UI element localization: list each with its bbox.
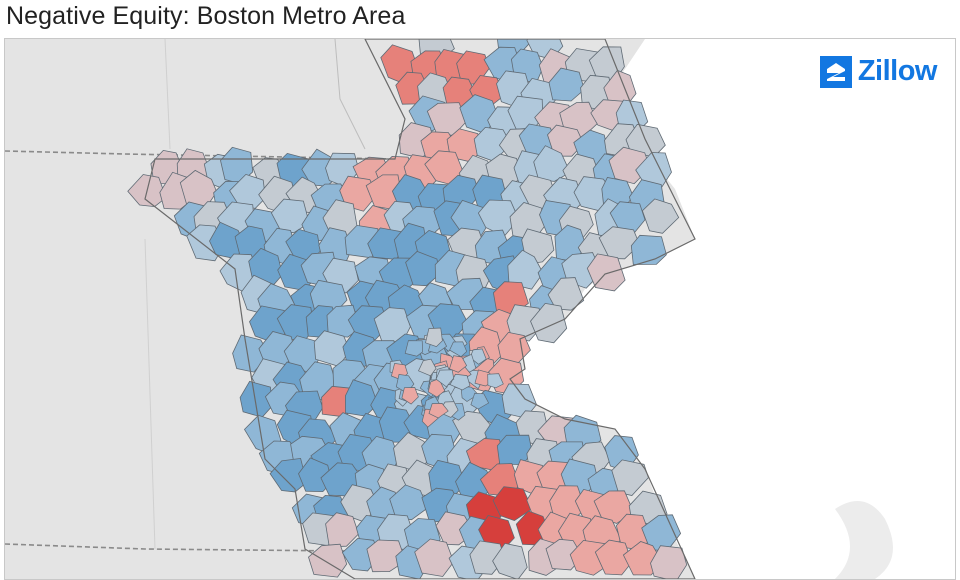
town-region[interactable] [641,198,680,234]
map-frame[interactable]: Zillow [4,38,956,580]
town-region[interactable] [470,392,490,410]
town-region[interactable] [449,341,468,358]
town-region[interactable] [630,234,667,265]
town-region[interactable] [507,249,544,290]
town-region[interactable] [469,348,487,365]
metro-outline [144,39,696,579]
town-region[interactable] [405,250,441,287]
negative-equity-map[interactable] [5,39,955,579]
county-border [144,238,156,550]
town-region[interactable] [598,226,641,260]
county-border [334,39,366,150]
town-region[interactable] [232,334,270,373]
state-border [5,543,346,552]
zillow-wordmark: Zillow [857,55,938,87]
town-region[interactable] [425,327,443,348]
town-region[interactable] [547,124,585,157]
town-region[interactable] [389,484,429,521]
town-region[interactable] [435,369,455,388]
town-region[interactable] [492,486,533,522]
town-region[interactable] [326,304,361,338]
town-region[interactable] [404,340,423,357]
town-region[interactable] [401,387,419,405]
cape-cod-land [835,501,893,579]
town-region[interactable] [586,253,626,292]
county-border [164,39,171,150]
town-region[interactable] [270,198,310,234]
town-region[interactable] [325,512,360,548]
town-region[interactable] [460,386,479,402]
town-region[interactable] [593,490,635,524]
town-regions[interactable] [127,39,688,579]
town-region[interactable] [594,539,633,576]
page-title: Negative Equity: Boston Metro Area [6,2,406,30]
town-region[interactable] [428,403,449,419]
state-border [5,150,396,160]
town-region[interactable] [547,277,585,311]
town-region[interactable] [366,539,407,573]
town-region[interactable] [530,302,568,344]
town-region[interactable] [414,538,455,577]
zillow-logo: Zillow [819,55,938,88]
town-region[interactable] [611,459,649,496]
town-region[interactable] [492,542,528,579]
town-region[interactable] [506,304,544,342]
town-region[interactable] [487,373,504,389]
ocean [510,39,955,579]
town-region[interactable] [533,145,571,182]
zillow-z-icon [819,55,852,88]
town-region[interactable] [548,67,585,102]
town-region[interactable] [650,545,688,579]
town-region[interactable] [229,173,266,209]
town-region[interactable] [418,358,437,377]
town-region[interactable] [449,355,468,373]
